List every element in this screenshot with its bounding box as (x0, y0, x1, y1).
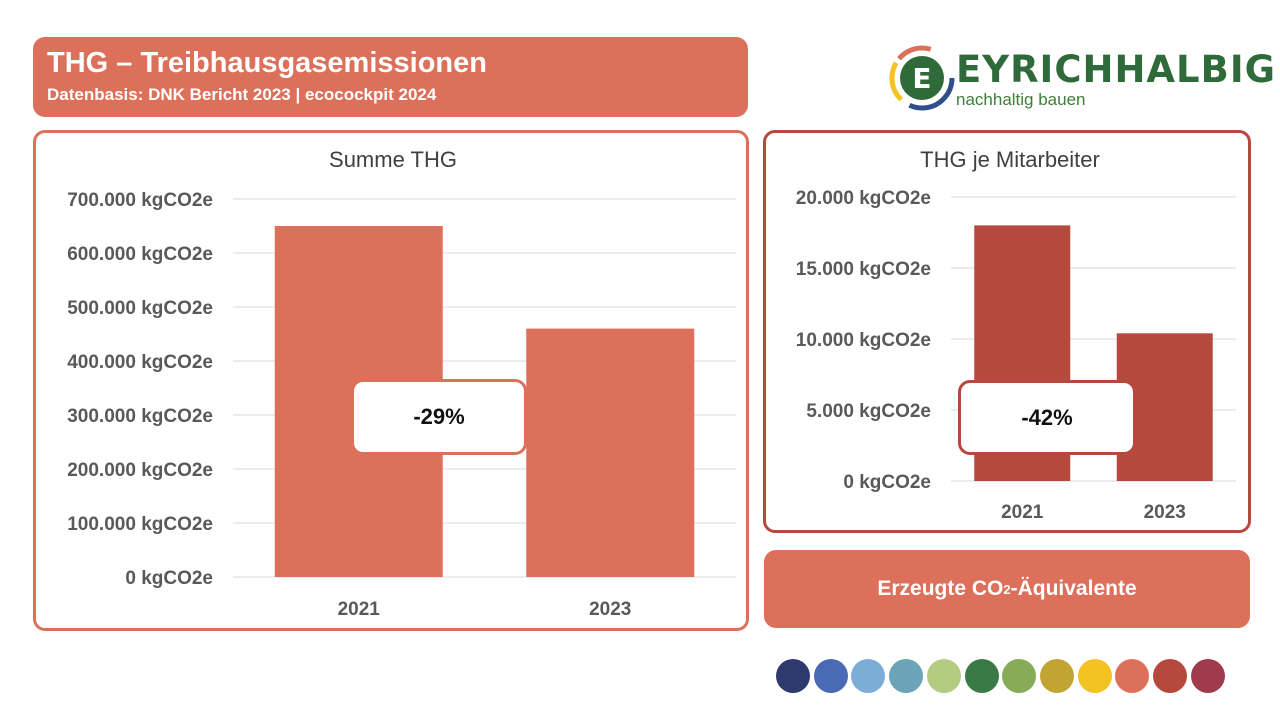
palette-dot (813, 659, 848, 693)
logo-wordmark: EYRICHHALBIG (956, 48, 1276, 91)
palette-dot (1039, 659, 1074, 693)
y-tick-label: 600.000 kgCO2e (67, 244, 213, 265)
palette-dot (964, 659, 999, 693)
y-tick-label: 500.000 kgCO2e (67, 298, 213, 319)
per-employee-panel: THG je Mitarbeiter 0 kgCO2e 5.000 kgCO2e 10… (763, 130, 1251, 533)
palette-dot (1153, 659, 1187, 693)
per-employee-chart: THG je Mitarbeiter 0 kgCO2e 5.000 kgCO2e 10… (796, 147, 1236, 523)
palette-dot (889, 659, 924, 693)
y-tick-label: 5.000 kgCO2e (806, 401, 931, 422)
y-tick-label: 200.000 kgCO2e (67, 460, 213, 481)
header-banner: THG – Treibhausgasemissionen Datenbasis:… (33, 37, 748, 117)
co2-label-sub: 2 (1003, 581, 1011, 597)
logo-letter: E (912, 62, 931, 95)
y-tick-label: 10.000 kgCO2e (796, 330, 931, 351)
change-badge-total: -29% (351, 379, 527, 455)
x-tick-label: 2021 (338, 599, 381, 620)
logo-tagline: nachhaltig bauen (956, 90, 1086, 109)
palette-dot (851, 659, 886, 693)
palette-dot (776, 659, 810, 693)
palette-dot (1115, 659, 1150, 693)
y-tick-label: 15.000 kgCO2e (796, 259, 931, 280)
palette-dot (1002, 659, 1037, 693)
change-badge-per-employee: -42% (958, 380, 1136, 455)
y-tick-label: 300.000 kgCO2e (67, 406, 213, 427)
chart-title: THG je Mitarbeiter (920, 147, 1100, 172)
page-subtitle: Datenbasis: DNK Bericht 2023 | ecocockpi… (47, 85, 437, 104)
y-tick-label: 20.000 kgCO2e (796, 188, 931, 209)
y-tick-label: 100.000 kgCO2e (67, 514, 213, 535)
co2-equivalents-button[interactable]: Erzeugte CO 2 -Äquivalente (764, 550, 1250, 628)
bar-2023 (526, 328, 695, 577)
x-tick-label: 2023 (1144, 502, 1186, 523)
x-tick-label: 2021 (1001, 502, 1044, 523)
co2-label-post: -Äquivalente (1010, 577, 1137, 600)
x-tick-label: 2023 (589, 599, 631, 620)
page-title: THG – Treibhausgasemissionen (47, 47, 487, 79)
chart-title: Summe THG (329, 147, 457, 172)
palette-dot (1190, 659, 1225, 693)
company-logo: E EYRICHHALBIG nachhaltig bauen (886, 40, 1275, 116)
co2-label-pre: Erzeugte CO (877, 577, 1004, 600)
logo-icon: E (889, 45, 955, 111)
y-tick-label: 400.000 kgCO2e (67, 352, 213, 373)
total-emissions-chart: Summe THG 0 kgCO2e 100.000 kgCO2e 200.000 k… (67, 147, 736, 620)
palette-dot (926, 659, 961, 693)
y-tick-label: 0 kgCO2e (843, 472, 931, 493)
y-tick-label: 0 kgCO2e (125, 568, 213, 589)
palette-dot (1077, 659, 1112, 693)
y-tick-label: 700.000 kgCO2e (67, 190, 213, 211)
